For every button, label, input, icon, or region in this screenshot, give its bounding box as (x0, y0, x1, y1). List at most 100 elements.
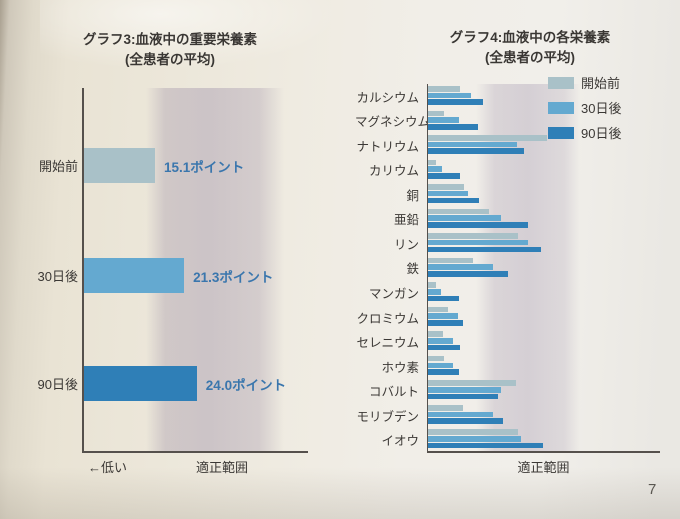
chart4-plot: カルシウムマグネシウムナトリウムカリウム銅亜鉛リン鉄マンガンクロミウムセレニウム… (355, 84, 665, 452)
value-bar (428, 86, 460, 92)
bar-group (427, 182, 665, 207)
value-bar (428, 344, 460, 351)
value-bar (428, 313, 458, 320)
value-bar (428, 418, 503, 424)
chart4-category-row: 亜鉛 (355, 206, 665, 232)
legend-label: 30日後 (581, 101, 622, 116)
category-label: イオウ (381, 434, 419, 449)
value-bar (428, 429, 518, 436)
chart4-category-row: ホウ素 (355, 353, 665, 379)
chart3-subtitle: (全患者の平均) (125, 52, 215, 68)
value-bar (428, 190, 468, 197)
chart3-bar-row: 90日後 24.0ポイント (26, 366, 286, 401)
bar-group (427, 304, 665, 330)
chart3-y-axis (82, 88, 84, 452)
bar-group (427, 255, 665, 281)
chart4-category-row: ナトリウム (355, 133, 665, 158)
value-bar (428, 233, 518, 239)
value-label: 21.3ポイント (193, 269, 274, 285)
legend-item: 30日後 (548, 98, 621, 117)
category-label: コバルト (368, 385, 419, 400)
value-bar (428, 387, 501, 393)
category-label: モリブデン (356, 409, 419, 424)
category-label: 銅 (406, 188, 419, 203)
bar-group (427, 427, 665, 452)
bar-group (427, 206, 665, 232)
value-bar (428, 282, 436, 288)
chart3-bar-row: 30日後 21.3ポイント (26, 258, 273, 293)
chart4-category-row: リン (355, 231, 665, 256)
value-bar (428, 148, 524, 155)
chart4-category-row: イオウ (355, 427, 665, 452)
bar-group (427, 231, 665, 256)
value-bar (428, 117, 459, 123)
value-bar (428, 123, 478, 130)
value-bar (428, 369, 459, 375)
bar-group (427, 378, 665, 403)
chart3-title-block: グラフ3:血液中の重要栄養素 (全患者の平均) (40, 30, 300, 71)
value-bar (428, 331, 443, 337)
value-bar (428, 159, 436, 166)
value-bar (428, 239, 528, 246)
value-bar (428, 393, 498, 400)
value-bar (428, 99, 483, 105)
value-bar (428, 338, 453, 344)
value-bar (428, 306, 448, 313)
legend-swatch-icon (548, 101, 574, 114)
chart4-category-row: 鉄 (355, 255, 665, 281)
category-label: 90日後 (37, 377, 78, 392)
chart4-category-row: コバルト (355, 378, 665, 403)
category-label: 鉄 (406, 262, 419, 277)
value-bar (428, 404, 463, 411)
legend-label: 90日後 (581, 126, 622, 141)
legend-item: 90日後 (548, 123, 621, 142)
value-bar (428, 271, 508, 277)
category-label: ホウ素 (381, 360, 419, 375)
chart4-legend: 開始前 30日後 90日後 (548, 73, 621, 142)
legend-swatch-icon (548, 126, 574, 139)
chart4-category-row: カリウム (355, 157, 665, 183)
bar-group (427, 157, 665, 183)
chart4-category-row: セレニウム (355, 329, 665, 354)
value-bar (428, 380, 516, 386)
value-bar (428, 215, 501, 221)
paper-wrinkle-highlight (40, 0, 340, 70)
chart3-x-axis (82, 451, 308, 453)
bar-group (427, 402, 665, 428)
category-label: 亜鉛 (393, 213, 419, 228)
category-label: カルシウム (356, 90, 419, 105)
legend-label: 開始前 (581, 76, 621, 91)
category-label: クロミウム (356, 311, 419, 326)
value-bar (428, 197, 479, 204)
value-bar (428, 141, 517, 148)
legend-swatch-icon (548, 76, 574, 89)
value-bar (428, 208, 489, 215)
chart4-category-row: マグネシウム (355, 108, 665, 134)
value-label: 15.1ポイント (163, 159, 245, 175)
value-bar (428, 362, 453, 369)
category-label: カリウム (368, 164, 419, 179)
bar-group (427, 108, 665, 134)
value-bar (428, 320, 463, 326)
chart4-category-row: 銅 (355, 182, 665, 207)
value-bar (428, 246, 541, 253)
category-label: ナトリウム (356, 139, 419, 154)
chart4-category-row: マンガン (355, 280, 665, 305)
value-bar (84, 258, 185, 293)
value-bar (428, 411, 493, 418)
chart3-title: グラフ3:血液中の重要栄養素 (82, 32, 257, 47)
value-bar (84, 148, 155, 183)
bar-group (427, 84, 665, 109)
bar-group (427, 329, 665, 354)
value-bar (428, 110, 444, 117)
category-label: 30日後 (37, 269, 78, 284)
chart3-bar-row: 開始前 15.1ポイント (26, 148, 244, 183)
value-bar (428, 166, 442, 172)
page-number: 7 (648, 481, 657, 498)
chart4-x-axis (427, 451, 660, 453)
value-bar (428, 172, 460, 179)
value-bar (428, 442, 543, 449)
value-bar (428, 184, 464, 190)
value-bar (428, 355, 444, 362)
value-label: 24.0ポイント (205, 377, 287, 393)
